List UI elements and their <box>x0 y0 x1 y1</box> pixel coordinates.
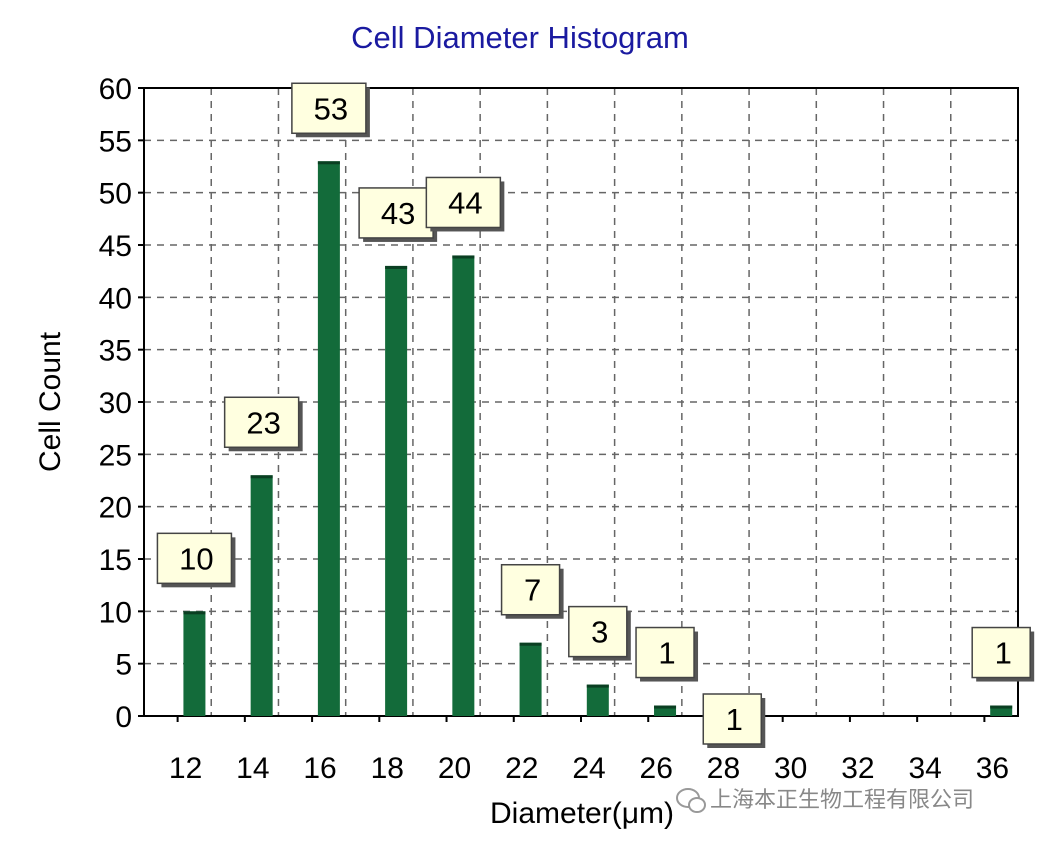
wechat-icon <box>676 788 706 813</box>
x-tick-label: 24 <box>572 752 605 785</box>
histogram-bar-cap <box>452 255 475 259</box>
y-tick-label: 25 <box>99 439 132 472</box>
y-axis-label: Cell Count <box>34 331 67 472</box>
y-tick-label: 55 <box>99 125 132 158</box>
data-labels: 10 23 53 43 44 7 3 1 1 1 <box>156 82 1035 748</box>
histogram-bar-cap <box>990 705 1013 709</box>
x-tick-label: 16 <box>303 752 336 785</box>
label-box <box>500 563 561 616</box>
x-tick-label: 12 <box>169 752 202 785</box>
x-axis-label: Diameter(μm) <box>490 797 674 830</box>
x-tick-label: 26 <box>640 752 673 785</box>
histogram-bar <box>385 265 408 716</box>
y-tick-labels: 0 5 10 15 20 25 30 35 40 45 50 55 60 <box>99 73 144 734</box>
x-tick-label: 34 <box>908 752 941 785</box>
histogram-bar <box>654 705 677 716</box>
x-tick-label: 32 <box>841 752 874 785</box>
x-tick-label: 36 <box>976 752 1009 785</box>
bar-value-label: 7 <box>524 573 541 608</box>
label-box <box>568 605 628 658</box>
x-tick-label: 22 <box>505 752 538 785</box>
bar-value-label: 1 <box>995 636 1012 671</box>
y-tick-label: 30 <box>99 387 132 420</box>
bar-value-label: 44 <box>448 185 482 220</box>
histogram-bar-cap <box>250 475 273 479</box>
y-tick-label: 45 <box>99 230 132 263</box>
x-tick-label: 14 <box>236 752 269 785</box>
histogram-bar <box>317 161 340 716</box>
y-tick-label: 20 <box>99 492 132 525</box>
histogram-bar-cap <box>519 642 542 646</box>
y-tick-label: 15 <box>99 544 132 577</box>
histogram-bar <box>519 642 542 716</box>
watermark: 上海本正生物工程有限公司 <box>676 788 974 813</box>
label-box <box>635 626 695 679</box>
y-tick-label: 50 <box>99 178 132 211</box>
y-tick-label: 60 <box>99 73 132 106</box>
bar-value-label: 23 <box>246 405 280 440</box>
x-tick-label: 20 <box>438 752 471 785</box>
histogram-bar-cap <box>385 265 408 269</box>
label-box <box>425 176 502 229</box>
histogram-bar <box>990 705 1013 716</box>
x-tick-label: 28 <box>707 752 740 785</box>
label-box <box>971 626 1031 679</box>
x-tick-label: 18 <box>371 752 404 785</box>
y-tick-label: 10 <box>99 596 132 629</box>
histogram-bar-cap <box>317 161 340 165</box>
bars <box>183 161 1013 716</box>
histogram-bar <box>250 475 273 716</box>
y-tick-label: 35 <box>99 335 132 368</box>
histogram-bar-cap <box>183 611 206 615</box>
y-tick-label: 5 <box>115 649 132 682</box>
label-box <box>702 693 763 745</box>
bar-value-label: 53 <box>314 91 348 126</box>
bar-value-label: 3 <box>591 615 608 650</box>
x-tick-labels: 12 14 16 18 20 22 24 26 28 30 32 34 36 <box>169 716 1009 785</box>
histogram-bar-cap <box>654 705 677 709</box>
watermark-text: 上海本正生物工程有限公司 <box>710 788 974 813</box>
bar-value-label: 1 <box>726 702 743 737</box>
label-box <box>291 82 367 135</box>
label-box <box>156 532 233 585</box>
bar-value-label: 1 <box>658 636 675 671</box>
histogram-bar <box>452 255 475 716</box>
label-box <box>358 187 434 239</box>
x-tick-label: 30 <box>774 752 807 785</box>
histogram-bar <box>586 684 609 716</box>
histogram-bar-cap <box>586 684 609 688</box>
chart-title: Cell Diameter Histogram <box>351 20 689 55</box>
bar-value-label: 10 <box>179 541 213 576</box>
grid-lines <box>144 88 1018 716</box>
histogram-bar <box>183 611 206 716</box>
label-box <box>223 396 300 449</box>
bar-value-label: 43 <box>381 196 415 231</box>
y-tick-label: 0 <box>115 701 132 734</box>
y-tick-label: 40 <box>99 282 132 315</box>
